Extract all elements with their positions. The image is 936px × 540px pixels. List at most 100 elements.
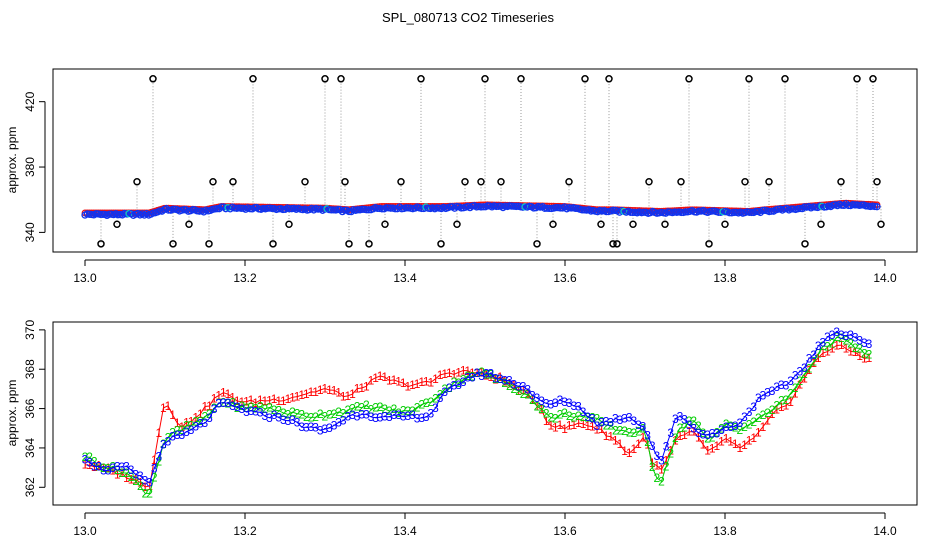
series-1-marker: 1 (179, 420, 186, 434)
series-2-marker: 2 (783, 393, 790, 407)
series-1-marker: 1 (234, 394, 241, 408)
series-3-marker: 3 (640, 420, 647, 434)
series-3-marker: 3 (654, 449, 661, 463)
series-3-marker: 3 (331, 418, 338, 432)
bottom-x-tick-label: 14.0 (873, 524, 897, 538)
series-1-marker: 1 (169, 408, 176, 422)
series-2-marker: 2 (211, 401, 218, 415)
bottom-x-tick-label: 13.4 (393, 524, 417, 538)
series-1-marker: 1 (372, 371, 379, 385)
top-outlier-point (481, 75, 489, 83)
series-3-marker: 3 (474, 366, 481, 380)
series-2-marker: 2 (409, 404, 416, 418)
series-1-marker: 1 (750, 431, 757, 445)
series-3-marker: 3 (534, 391, 541, 405)
series-1-marker: 1 (741, 438, 748, 452)
series-1-marker: 1 (464, 364, 471, 378)
series-3-marker: 3 (524, 383, 531, 397)
series-1-marker: 1 (123, 471, 130, 485)
series-1-marker: 1 (824, 345, 831, 359)
series-2-marker: 2 (137, 479, 144, 493)
series-1-marker: 1 (866, 351, 873, 365)
series-2-marker: 2 (238, 399, 245, 413)
top-ylabel: approx. ppm (5, 127, 19, 194)
top-outlier-point (517, 75, 525, 83)
series-1-marker: 1 (778, 400, 785, 414)
series-1-marker: 1 (414, 377, 421, 391)
series-3-marker: 3 (400, 410, 407, 424)
series-2-marker: 2 (829, 336, 836, 350)
series-2-marker: 2 (852, 341, 859, 355)
series-3-marker: 3 (432, 401, 439, 415)
series-2-marker: 2 (414, 400, 421, 414)
series-2-marker: 2 (658, 474, 665, 488)
series-3-marker: 3 (630, 414, 637, 428)
series-1-marker: 1 (280, 394, 287, 408)
series-2-marker: 2 (188, 419, 195, 433)
series-3-marker: 3 (271, 408, 278, 422)
series-1-marker: 1 (142, 480, 149, 494)
series-1-marker: 1 (566, 419, 573, 433)
series-3-marker: 3 (833, 325, 840, 339)
series-1-marker: 1 (220, 386, 227, 400)
series-3-marker: 3 (289, 413, 296, 427)
series-3-marker: 3 (515, 379, 522, 393)
series-2-marker: 2 (86, 450, 93, 464)
series-2-marker: 2 (404, 404, 411, 418)
series-1-marker: 1 (266, 394, 273, 408)
top-baseline-point (545, 204, 553, 213)
top-y-tick-label: 340 (23, 222, 37, 242)
top-outlier-point (781, 75, 789, 83)
series-3-marker: 3 (598, 416, 605, 430)
series-2-marker: 2 (796, 374, 803, 388)
series-2-marker: 2 (345, 403, 352, 417)
series-1-marker: 1 (511, 378, 518, 392)
top-baseline-point (402, 204, 410, 212)
top-x-tick-label: 13.2 (233, 271, 257, 285)
top-baseline-point (169, 205, 177, 213)
series-1-marker: 1 (460, 364, 467, 378)
series-2-marker: 2 (626, 426, 633, 440)
series-1-marker: 1 (428, 375, 435, 389)
series-3-marker: 3 (575, 399, 582, 413)
series-3-marker: 3 (437, 391, 444, 405)
series-3-marker: 3 (386, 410, 393, 424)
series-1-marker: 1 (446, 366, 453, 380)
series-2-marker: 2 (547, 410, 554, 424)
series-1-marker: 1 (801, 372, 808, 386)
series-3-marker: 3 (381, 409, 388, 423)
series-1-marker: 1 (547, 419, 554, 433)
series-3-line (84, 331, 870, 484)
series-1-marker: 1 (520, 383, 527, 397)
top-axes: 13.0 13.2 13.4 13.6 13.8 14.0 340 380 420 (23, 91, 897, 285)
series-1-marker: 1 (114, 468, 121, 482)
series-2-marker: 2 (713, 425, 720, 439)
series-3-marker: 3 (95, 460, 102, 474)
top-outlier-point (705, 240, 713, 248)
series-2-marker: 2 (704, 431, 711, 445)
series-1-marker: 1 (82, 458, 89, 472)
series-3-marker: 3 (838, 328, 845, 342)
series-3-marker: 3 (852, 331, 859, 345)
series-1-marker: 1 (354, 382, 361, 396)
series-3-marker: 3 (243, 405, 250, 419)
top-outlier-point (97, 240, 105, 248)
series-3-marker: 3 (391, 408, 398, 422)
series-3-marker: 3 (455, 378, 462, 392)
top-outlier-point (397, 177, 405, 186)
series-3-marker: 3 (151, 462, 158, 476)
series-1-marker: 1 (723, 432, 730, 446)
series-1-marker: 1 (349, 387, 356, 401)
series-1-marker: 1 (377, 369, 384, 383)
series-3-marker: 3 (192, 420, 199, 434)
series-2-marker: 2 (529, 393, 536, 407)
series-2-marker: 2 (257, 399, 264, 413)
series-3-marker: 3 (778, 378, 785, 392)
series-1-marker: 1 (363, 379, 370, 393)
series-1-marker: 1 (580, 417, 587, 431)
series-2-marker: 2 (598, 414, 605, 428)
series-2-marker: 2 (142, 486, 149, 500)
series-3-marker: 3 (345, 410, 352, 424)
series-1-marker: 1 (386, 374, 393, 388)
top-baseline-point (340, 206, 349, 214)
